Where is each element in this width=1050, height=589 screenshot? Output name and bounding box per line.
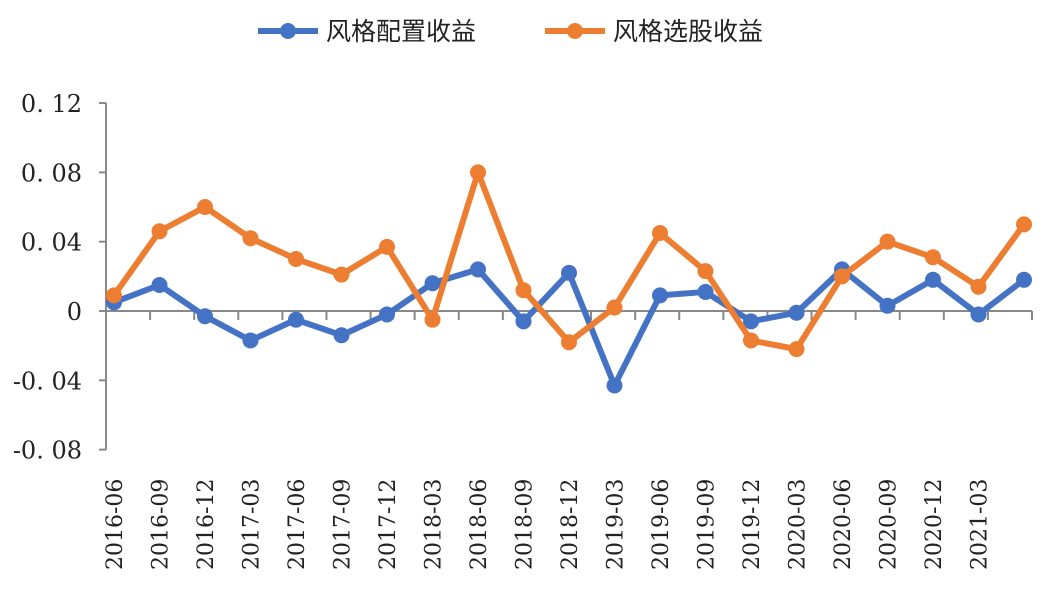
data-point: [879, 297, 896, 314]
data-point: [697, 283, 714, 300]
x-tick-label: 2017-09: [331, 479, 356, 570]
x-tick-label: 2019-03: [604, 479, 629, 570]
x-tick-label: 2017-06: [285, 479, 310, 570]
data-point: [788, 341, 805, 358]
x-tick-label: 2017-03: [240, 479, 265, 570]
data-point: [925, 249, 941, 266]
data-point: [333, 327, 350, 344]
data-point: [288, 251, 304, 268]
data-point: [379, 306, 395, 323]
x-tick-label: 2016-12: [194, 479, 219, 570]
data-point: [561, 334, 577, 351]
data-point: [743, 313, 759, 330]
data-point: [197, 199, 213, 216]
series-1: [106, 261, 1032, 394]
data-point: [424, 275, 441, 292]
x-tick-label: 2020-03: [786, 479, 811, 570]
data-point: [834, 268, 850, 285]
x-tick-label: 2017-12: [376, 479, 401, 570]
x-tick-label: 2019-09: [695, 479, 720, 570]
legend-marker: [567, 23, 583, 39]
y-tick-label: 0: [67, 298, 82, 326]
data-point: [697, 263, 714, 280]
data-point: [652, 287, 668, 304]
data-point: [561, 264, 577, 281]
data-point: [288, 311, 304, 328]
data-point: [333, 266, 350, 283]
data-point: [242, 332, 259, 349]
data-point: [879, 233, 896, 250]
data-point: [1016, 216, 1032, 233]
data-point: [515, 282, 532, 299]
y-tick-label: 0. 08: [21, 159, 82, 187]
data-point: [515, 313, 532, 330]
legend-label: 风格选股收益: [613, 17, 763, 46]
x-tick-label: 2021-03: [968, 479, 993, 570]
data-point: [788, 304, 805, 321]
x-tick-label: 2020-12: [922, 479, 947, 570]
data-point: [197, 308, 213, 325]
x-tick-label: 2019-12: [740, 479, 765, 570]
data-point: [379, 238, 395, 255]
series-lines: [106, 164, 1032, 394]
series-2: [106, 164, 1032, 358]
legend: 风格配置收益 风格选股收益: [258, 17, 763, 46]
data-point: [1016, 271, 1032, 288]
data-point: [652, 225, 668, 242]
data-point: [470, 164, 486, 181]
x-tick-label: 2018-06: [467, 479, 492, 570]
axes: 0. 12 0. 08 0. 04 0 -0. 04 -0. 08 2016-06 2016-…: [13, 90, 1033, 570]
legend-label: 风格配置收益: [326, 17, 476, 46]
x-tick-label: 2018-03: [422, 479, 447, 570]
x-tick-label: 2016-09: [149, 479, 174, 570]
data-point: [151, 277, 168, 294]
y-tick-label: 0. 12: [21, 90, 82, 118]
data-point: [424, 311, 441, 328]
legend-marker: [280, 23, 296, 39]
data-point: [970, 306, 987, 323]
x-tick-label: 2018-12: [558, 479, 583, 570]
series-line: [112, 266, 1026, 389]
y-tick-label: 0. 04: [21, 229, 82, 257]
x-tick-label: 2018-09: [513, 479, 538, 570]
data-point: [606, 299, 623, 316]
data-point: [606, 377, 623, 394]
x-tick-label: 2019-06: [649, 479, 674, 570]
data-point: [106, 287, 122, 304]
data-point: [151, 223, 168, 240]
data-point: [470, 261, 486, 278]
data-point: [242, 230, 259, 247]
x-tick-label: 2016-06: [103, 479, 128, 570]
series-line: [111, 169, 1027, 353]
x-tick-label: 2020-09: [877, 479, 902, 570]
y-tick-label: -0. 08: [13, 437, 82, 465]
x-tick-label: 2020-06: [831, 479, 856, 570]
data-point: [970, 278, 987, 295]
data-point: [743, 332, 759, 349]
y-tick-label: -0. 04: [13, 367, 82, 395]
data-point: [925, 271, 941, 288]
